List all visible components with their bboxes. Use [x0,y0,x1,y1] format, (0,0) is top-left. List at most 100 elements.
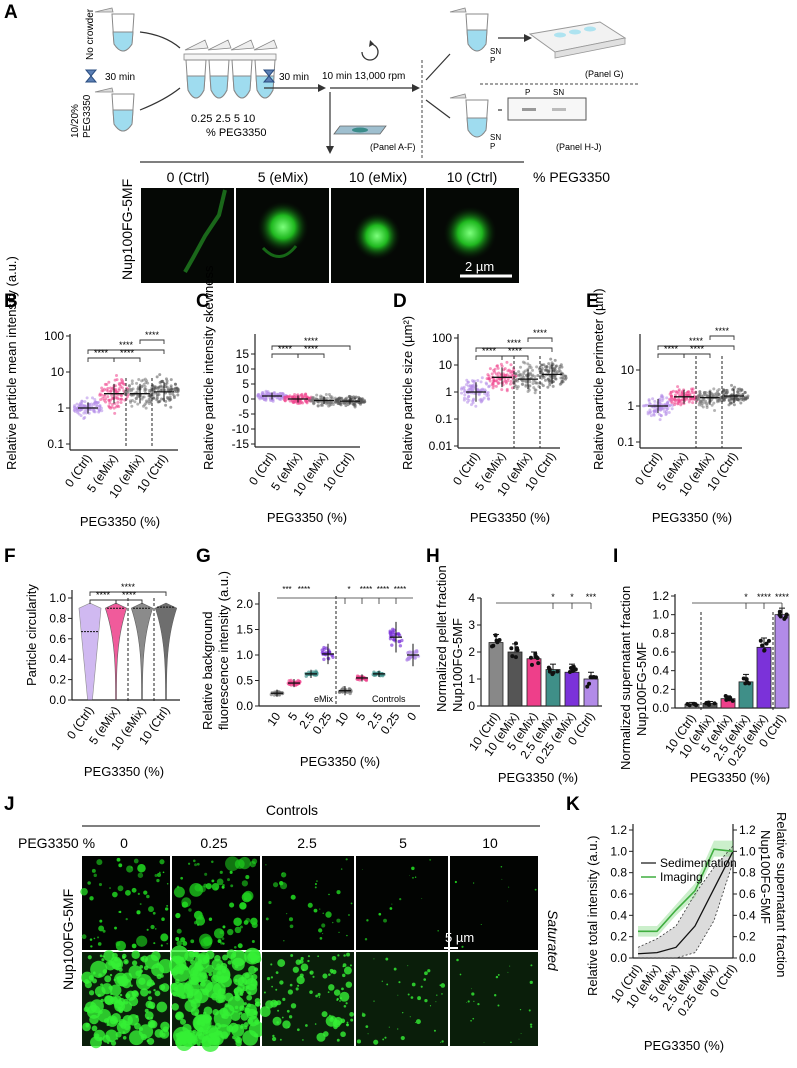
data-point [698,401,702,405]
condensate [175,912,181,919]
condensate [424,999,428,1003]
panel-k: K Relative total intensity (a.u.) Relati… [566,794,789,1053]
data-point [542,363,546,367]
ylabel-k-left: Relative total intensity (a.u.) [585,836,600,996]
condensate [131,887,137,893]
condensate [389,907,393,910]
data-point [701,405,705,409]
data-point [111,402,115,406]
condensate [122,955,126,960]
condensate [136,935,148,947]
condensate [176,1011,184,1020]
data-point [486,390,490,394]
condensate [143,890,148,895]
condensate [427,969,431,973]
condensate [437,930,439,932]
data-point [777,612,782,617]
data-point [670,407,674,411]
condensate [518,1038,520,1040]
data-point [760,643,765,648]
y-tick-label: 10 [236,362,250,376]
j-col-2: 2.5 [297,835,317,851]
data-point [481,398,485,402]
condensate [212,965,231,984]
panel-e: E Relative particle perimeter (µm) 10 1 0.… [586,288,750,525]
data-point [130,382,134,386]
data-point [476,388,480,392]
condensate [407,993,410,996]
significance-label: **** [664,344,679,354]
condensate [116,967,120,971]
data-point [558,382,562,386]
data-point [593,675,598,680]
condensate [289,983,293,987]
j-controls: Controls [266,802,318,818]
data-point [659,395,663,399]
data-point [658,418,662,422]
condensate [272,882,279,888]
data-point [130,379,134,383]
data-point [168,397,172,401]
data-point [676,385,680,389]
data-point [293,393,297,397]
panel-f: F Particle circularity 1.0 0.8 0.6 0.4 0.2 0.… [4,546,180,779]
data-point [483,392,487,396]
condensate [367,1033,369,1035]
time-mid: 30 min [279,72,309,83]
j-col-4: 10 [482,835,498,851]
condensate [194,921,198,925]
condensate [147,990,152,994]
micrograph-tile [356,856,448,950]
y-tick-label-right: 1.0 [739,844,756,858]
condensate [180,937,186,943]
data-point [407,657,411,661]
data-point [530,374,534,378]
panel-h: H Normalized pellet fraction Nup100FG-5M… [426,546,602,785]
significance-label: **** [775,592,790,602]
data-point [520,379,524,383]
significance-label: **** [533,328,548,338]
condensate [180,1018,187,1025]
condensate [235,1039,242,1047]
data-point [527,386,531,390]
condensate [99,919,103,923]
data-point [261,396,265,400]
data-point [687,703,692,708]
condensate [173,986,179,992]
ylabel-g-2: fluorescence intensity (a.u.) [216,571,231,730]
j-col-3: 5 [399,835,407,851]
data-point [513,641,518,646]
condensate [275,971,279,975]
data-point [296,678,300,683]
condensate [154,927,157,930]
significance-label: **** [121,582,136,592]
sedimentation-line [637,851,734,955]
data-point [156,400,160,404]
y-tick-label: 2 [468,645,475,659]
bar [564,671,580,707]
data-point [671,389,675,393]
condensate [156,962,160,966]
condensate [140,988,149,997]
gel-p: P [525,88,530,97]
data-point [680,401,684,405]
y-tick-label: 1 [57,401,64,415]
xlabel-d: PEG3350 (%) [470,510,550,525]
data-point [109,386,113,390]
data-point [388,629,392,633]
condensate [243,1002,247,1006]
condensate [173,886,185,898]
ylabel-f: Particle circularity [24,584,39,686]
significance-label: **** [394,585,406,594]
data-point [292,400,296,404]
condensate [495,975,499,979]
condensate [420,985,423,988]
data-point [151,385,155,389]
condensate [230,1011,241,1021]
data-point [80,399,84,403]
significance-label: **** [145,330,160,340]
data-point [487,374,491,378]
data-point [129,400,133,404]
condensate [470,1019,472,1022]
ylabel-g-1: Relative background [200,611,215,730]
